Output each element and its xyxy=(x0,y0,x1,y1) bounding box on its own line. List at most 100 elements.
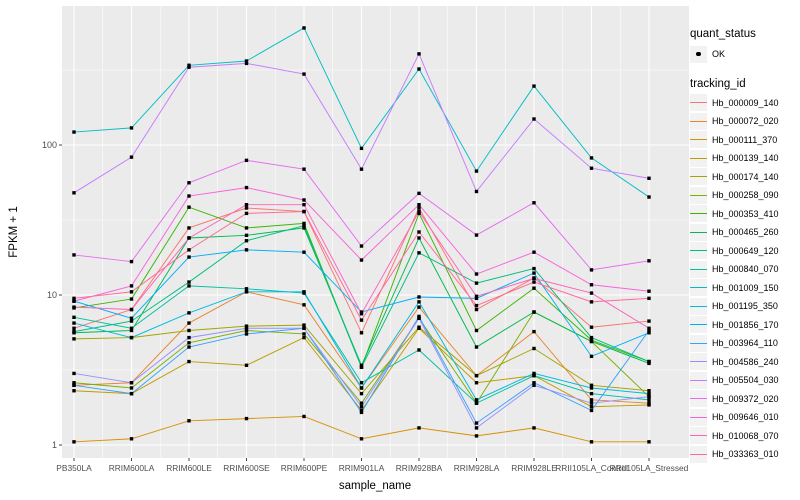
series-color-swatch xyxy=(690,398,707,400)
legend-item-label: Hb_001009_150 xyxy=(712,282,779,293)
data-point-Hb_010068_070 xyxy=(187,236,191,240)
legend-key-line-icon xyxy=(690,445,707,463)
legend-key-line-icon xyxy=(690,371,707,389)
data-point-Hb_001195_350 xyxy=(589,386,594,390)
data-point-Hb_000009_140 xyxy=(72,326,76,330)
x-tick-label: RRIM600PE xyxy=(280,463,328,473)
series-color-swatch xyxy=(690,157,707,159)
point-marker-icon xyxy=(696,52,701,57)
data-point-Hb_005504_030 xyxy=(187,65,191,69)
data-point-Hb_000009_140 xyxy=(417,206,421,210)
data-point-Hb_000139_140 xyxy=(302,335,306,340)
data-point-Hb_000465_260 xyxy=(589,339,594,344)
legend-item-Hb_000072_020: Hb_000072_020 xyxy=(690,112,779,131)
data-point-Hb_001195_350 xyxy=(129,335,134,340)
legend-item-label: Hb_000465_260 xyxy=(712,227,779,238)
data-point-Hb_001195_350 xyxy=(359,386,364,390)
legend-key-line-icon xyxy=(690,390,707,408)
series-color-swatch xyxy=(690,250,707,252)
data-point-Hb_005504_030 xyxy=(532,117,536,121)
data-point-Hb_000258_090 xyxy=(72,381,76,385)
data-point-Hb_001009_150 xyxy=(129,126,134,130)
legend-item-label: Hb_000649_120 xyxy=(712,245,779,256)
legend-item-label: Hb_001856_170 xyxy=(712,319,779,330)
data-point-Hb_000174_140 xyxy=(72,337,76,341)
series-color-swatch xyxy=(690,379,707,381)
series-color-swatch xyxy=(690,139,707,141)
data-point-Hb_000465_260 xyxy=(129,328,134,333)
data-point-Hb_000649_120 xyxy=(129,319,134,323)
legend: quant_status OK tracking_id Hb_000009_14… xyxy=(690,28,779,464)
data-point-Hb_009646_010 xyxy=(417,202,421,207)
data-point-Hb_001856_170 xyxy=(244,248,249,252)
data-point-Hb_003964_110 xyxy=(187,345,191,349)
data-point-Hb_000840_070 xyxy=(244,287,249,291)
data-point-Hb_000072_020 xyxy=(302,303,306,307)
data-point-Hb_000111_370 xyxy=(359,437,364,441)
data-point-Hb_000009_140 xyxy=(474,307,479,312)
legend-key-point-icon xyxy=(690,45,707,63)
data-point-Hb_000009_140 xyxy=(647,319,651,323)
legend-item-label: Hb_001195_350 xyxy=(712,301,778,312)
data-point-Hb_001195_350 xyxy=(187,311,191,315)
data-point-Hb_000840_070 xyxy=(589,391,594,396)
data-point-Hb_010068_070 xyxy=(244,202,249,207)
series-color-swatch xyxy=(690,416,707,418)
data-point-Hb_005504_030 xyxy=(474,189,479,194)
x-tick-label: RRIM928LA xyxy=(453,463,500,473)
legend-key-line-icon xyxy=(690,279,707,297)
data-point-Hb_000840_070 xyxy=(187,284,191,288)
data-point-Hb_000174_140 xyxy=(244,324,249,328)
legend-item-Hb_009646_010: Hb_009646_010 xyxy=(690,408,779,427)
legend-item-Hb_009372_020: Hb_009372_020 xyxy=(690,390,779,409)
legend-item-label: Hb_000258_090 xyxy=(712,190,779,201)
data-point-Hb_033363_010 xyxy=(589,300,594,304)
data-point-Hb_000465_260 xyxy=(532,310,536,314)
data-point-Hb_033363_010 xyxy=(532,280,536,284)
data-point-Hb_003964_110 xyxy=(359,410,364,415)
x-tick-label: RRII105LA_Control xyxy=(555,463,628,473)
data-point-Hb_009646_010 xyxy=(187,194,191,198)
legend-title-tracking-id: tracking_id xyxy=(690,77,746,90)
legend-item-Hb_000174_140: Hb_000174_140 xyxy=(690,168,779,187)
data-point-Hb_009372_020 xyxy=(72,253,76,257)
data-point-Hb_001856_170 xyxy=(589,354,594,359)
data-point-Hb_004586_240 xyxy=(359,405,364,409)
data-point-Hb_033363_010 xyxy=(302,209,306,214)
data-point-Hb_001009_150 xyxy=(647,195,651,199)
data-point-Hb_000840_070 xyxy=(72,315,76,320)
data-point-Hb_004586_240 xyxy=(589,401,594,405)
legend-item-Hb_033363_010: Hb_033363_010 xyxy=(690,445,779,464)
series-color-swatch xyxy=(690,324,707,326)
data-point-Hb_000465_260 xyxy=(417,236,421,240)
data-point-Hb_000258_090 xyxy=(187,341,191,345)
legend-key-line-icon xyxy=(690,408,707,426)
data-point-Hb_000139_140 xyxy=(244,363,249,367)
series-color-swatch xyxy=(690,453,707,455)
legend-item-Hb_000353_410: Hb_000353_410 xyxy=(690,205,779,224)
data-point-Hb_010068_070 xyxy=(474,294,479,299)
data-point-Hb_000353_410 xyxy=(474,328,479,333)
series-color-swatch xyxy=(690,361,707,363)
data-point-Hb_001856_170 xyxy=(532,271,536,275)
x-tick-label: RRIM928LE xyxy=(511,463,557,473)
data-point-Hb_000009_140 xyxy=(359,331,364,335)
legend-item-label: Hb_010068_070 xyxy=(712,430,779,441)
legend-item-Hb_004586_240: Hb_004586_240 xyxy=(690,353,779,372)
legend-key-line-icon xyxy=(690,334,707,352)
series-color-swatch xyxy=(690,102,707,104)
data-point-Hb_009646_010 xyxy=(72,299,76,303)
data-point-Hb_000072_020 xyxy=(647,401,651,405)
data-point-Hb_001856_170 xyxy=(474,296,479,301)
x-tick-label: RRIM600SE xyxy=(223,463,270,473)
data-point-Hb_009372_020 xyxy=(532,201,536,205)
data-point-Hb_000465_260 xyxy=(647,361,651,366)
data-point-Hb_000139_140 xyxy=(187,359,191,364)
legend-key-line-icon xyxy=(690,112,707,130)
data-point-Hb_009646_010 xyxy=(647,289,651,293)
series-color-swatch xyxy=(690,176,707,178)
data-point-Hb_033363_010 xyxy=(417,230,421,234)
data-point-Hb_000353_410 xyxy=(532,286,536,290)
legend-title-quant-status: quant_status xyxy=(690,28,756,40)
data-point-Hb_001856_170 xyxy=(187,255,191,259)
